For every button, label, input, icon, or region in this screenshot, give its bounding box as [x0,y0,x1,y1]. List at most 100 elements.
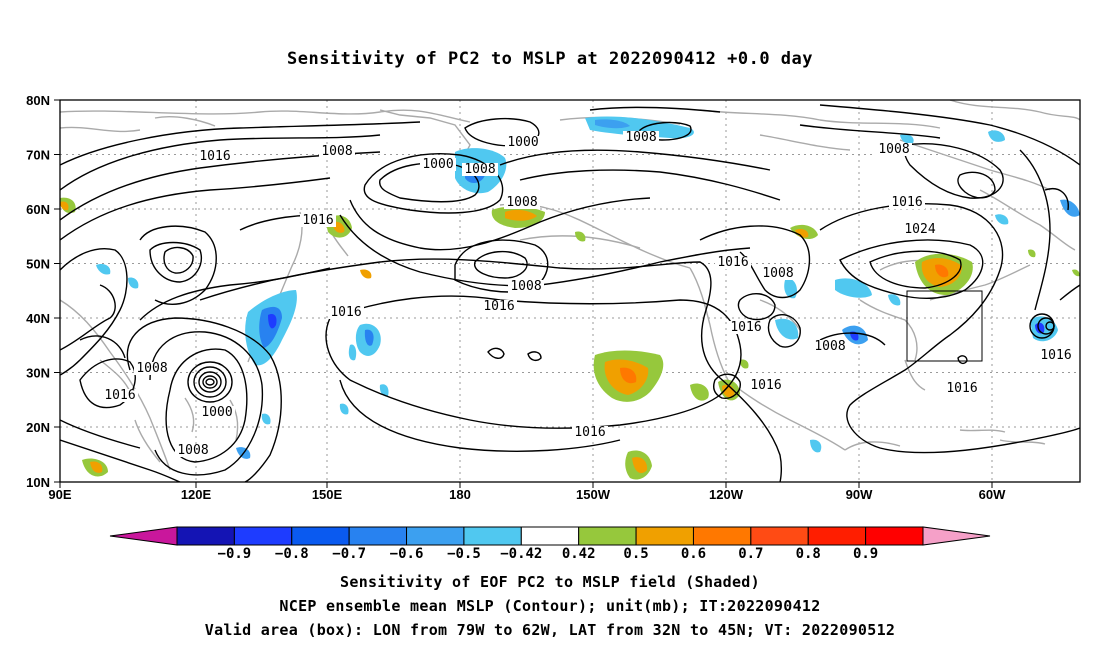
caption-line-3: Valid area (box): LON from 79W to 62W, L… [204,621,896,639]
contour-label-bg [508,280,544,293]
contour-label-bg [715,256,751,269]
lat-label: 80N [26,93,50,108]
contour-label: 1008 [510,279,541,294]
lat-label: 20N [26,420,50,435]
colorbar-high-triangle [922,526,991,546]
lon-label: 90E [48,487,71,502]
contour-label-bg [505,136,541,149]
contour-label-bg [623,131,659,144]
contour-label-bg [199,406,235,419]
contour-label-bg [572,426,608,439]
contour-label-bg [175,444,211,457]
contour-label: 1016 [717,255,748,270]
contour-label-bg [728,321,764,334]
lon-label: 180 [449,487,471,502]
lon-label: 150W [576,487,611,502]
contour-label: 1008 [136,361,167,376]
contour-label-bg [876,143,912,156]
contour-label-bg [300,214,336,227]
contour-label: 1008 [464,162,495,177]
mslp-contours [60,104,1080,482]
colorbar-tick-label: −0.7 [332,546,366,562]
lon-label: 90W [846,487,873,502]
colorbar-segment [463,526,522,546]
colorbar-low-triangle [109,526,178,546]
contour-label-bg [812,340,848,353]
contour-label: 1016 [946,381,977,396]
contour-label: 1000 [422,157,453,172]
contour-label: 1008 [177,443,208,458]
contour-label-bg [481,300,517,313]
lat-label: 40N [26,311,50,326]
colorbar-tick-label: 0.6 [681,546,706,562]
contour-label: 1016 [1040,348,1071,363]
contour-label: 1000 [507,135,538,150]
map-frame [59,99,1081,483]
contour-label-bg [420,158,456,171]
contour-label: 1024 [904,222,935,237]
contour-label-bg [102,389,138,402]
contour-label: 1016 [330,305,361,320]
colorbar-segment [865,526,924,546]
colorbar-segment [750,526,809,546]
contour-label-bg [748,379,784,392]
colorbar-segment [807,526,867,546]
lat-label: 60N [26,202,50,217]
map-title: Sensitivity of PC2 to MSLP at 2022090412… [286,49,813,69]
colorbar-tick-label: 0.9 [853,546,878,562]
lat-label: 10N [26,475,50,490]
contour-label: 1016 [302,213,333,228]
colorbar-tick-label: 0.8 [796,546,821,562]
map-gridlines [60,100,1080,482]
lon-label: 60W [979,487,1006,502]
contour-label-bg [889,196,925,209]
lat-ticks [54,99,60,483]
colorbar-tick-label: −0.6 [390,546,424,562]
lon-label: 120W [709,487,744,502]
colorbar-segment [291,526,350,546]
colorbar-tick-labels: −0.9 −0.8 −0.7 −0.6 −0.5 −0.42 0.42 0.5 0.6 0.7 0.… [218,546,879,562]
contour-label: 1008 [762,266,793,281]
lon-ticks [59,482,993,488]
contour-label-bg [1038,349,1074,362]
contour-label-bg [197,150,233,163]
contour-label-bg [504,196,540,209]
contour-label: 1008 [625,130,656,145]
contour-label: 1016 [730,320,761,335]
lat-label: 50N [26,257,50,272]
lat-label: 30N [26,366,50,381]
lat-label: 70N [26,148,50,163]
lon-labels: 90E 120E 150E 180 150W 120W 90W 60W [48,487,1006,502]
contour-label-bg [319,145,355,158]
contour-label: 1016 [104,388,135,403]
colorbar-tick-label: −0.8 [275,546,309,562]
caption-line-1: Sensitivity of EOF PC2 to MSLP field (Sh… [340,573,760,591]
contour-label: 1016 [750,378,781,393]
valid-area-box [906,290,983,362]
colorbar-segment [635,526,694,546]
contour-label: 1016 [574,425,605,440]
colorbar-tick-label: 0.7 [738,546,763,562]
colorbar-segment [348,526,408,546]
colorbar-segment [520,526,580,546]
colorbar-tick-label: −0.9 [218,546,252,562]
colorbar-tick-label: −0.5 [447,546,481,562]
colorbar-segment [692,526,752,546]
lat-labels: 80N 70N 60N 50N 40N 30N 20N 10N [26,93,50,490]
contour-label: 1016 [891,195,922,210]
lon-label: 120E [181,487,212,502]
contour-label: 1008 [321,144,352,159]
colorbar [109,526,991,546]
contour-label-bg [760,267,796,280]
lon-label: 150E [312,487,343,502]
colorbar-tick-label: −0.42 [500,546,542,562]
colorbar-tick-label: 0.5 [623,546,648,562]
contour-label-bg [902,223,938,236]
colorbar-segment [233,526,293,546]
colorbar-segment [176,526,235,546]
contour-label-bg [328,306,364,319]
contour-label: 1016 [483,299,514,314]
colorbar-segment [406,526,465,546]
contour-label: 1000 [201,405,232,420]
colorbar-segment [578,526,637,546]
